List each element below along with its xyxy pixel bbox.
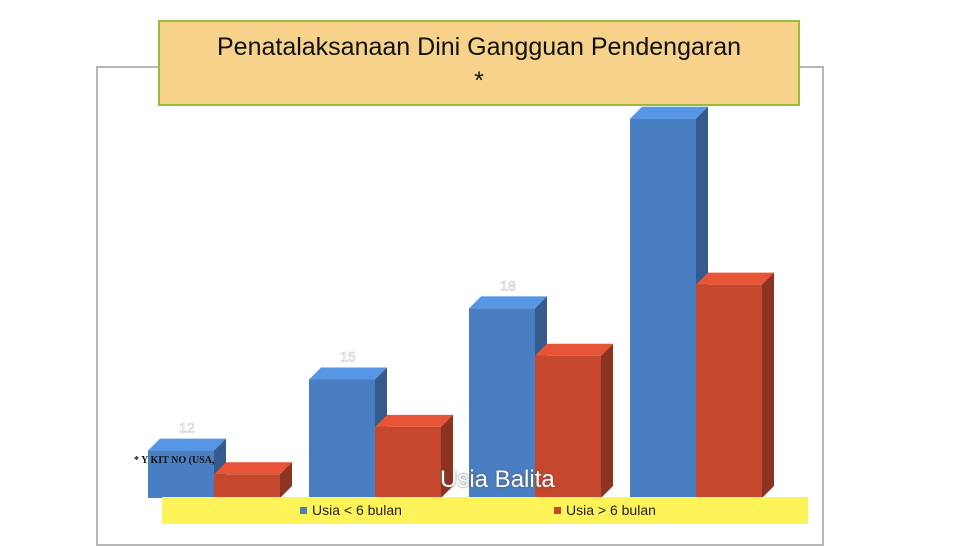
bar-2-4 (696, 272, 774, 498)
data-label-1-3: 18 (500, 277, 516, 293)
legend: Usia < 6 bulan Usia > 6 bulan (162, 497, 808, 524)
legend-item-series-2: Usia > 6 bulan (554, 502, 656, 519)
legend-swatch-blue (300, 506, 307, 514)
legend-item-series-1: Usia < 6 bulan (300, 502, 402, 519)
legend-label-series-1: Usia < 6 bulan (312, 502, 402, 518)
legend-swatch-red (554, 506, 561, 514)
x-axis-label: Usia Balita (440, 466, 555, 493)
chart-title-asterisk: * (474, 67, 484, 95)
chart-title-box: Penatalaksanaan Dini Gangguan Pendengara… (158, 20, 800, 106)
data-label-1-2: 15 (340, 348, 356, 364)
bar-2-1 (214, 462, 292, 498)
bar-1-3 (469, 296, 547, 498)
bar-2-3 (535, 343, 613, 498)
bar-2-2 (375, 414, 453, 498)
chart-title: Penatalaksanaan Dini Gangguan Pendengara… (216, 33, 742, 61)
footnote: * Y KIT NO (USA, (134, 455, 215, 466)
legend-label-series-2: Usia > 6 bulan (566, 502, 656, 518)
data-label-1-1: 12 (179, 420, 195, 436)
